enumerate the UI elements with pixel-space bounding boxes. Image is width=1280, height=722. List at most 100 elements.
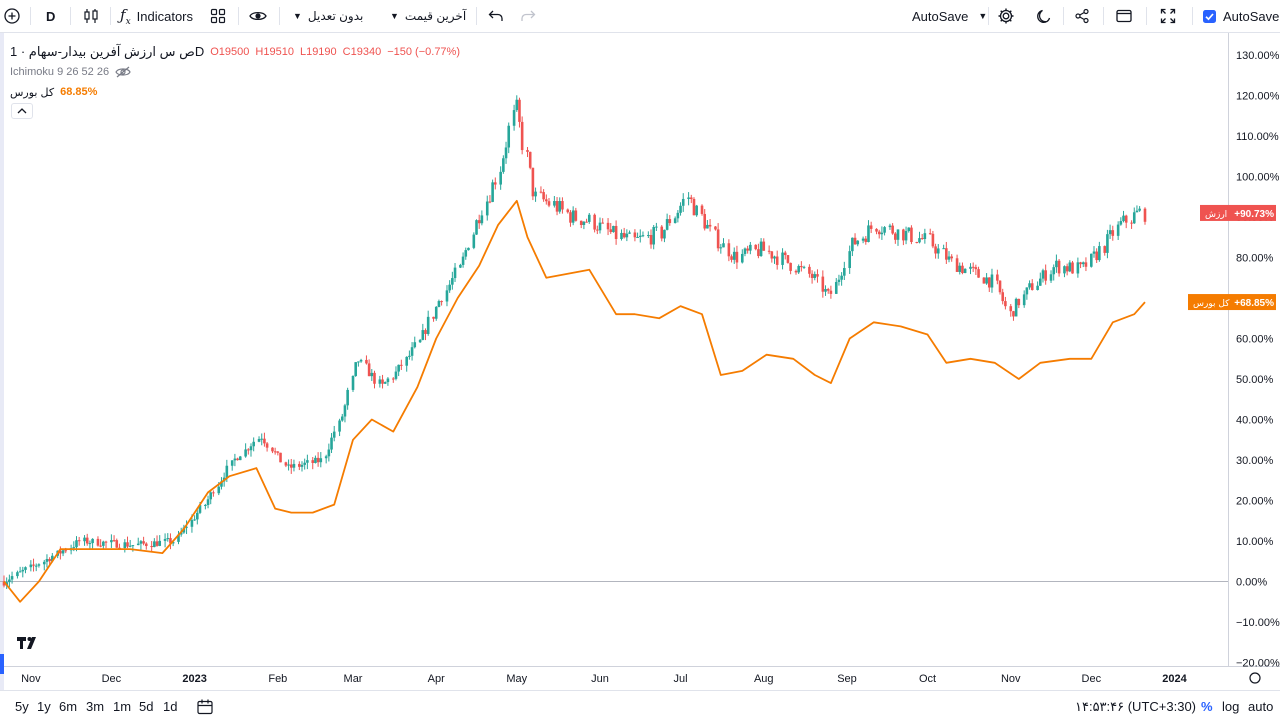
candle-body xyxy=(904,231,908,241)
indicators-button[interactable]: ƒx Indicators xyxy=(120,0,193,32)
range-button-1y[interactable]: 1y xyxy=(37,699,51,714)
log-scale-button[interactable]: log xyxy=(1222,699,1240,714)
candle-body xyxy=(687,197,690,199)
candle-body xyxy=(1122,215,1125,222)
candle-body xyxy=(692,198,696,216)
candle-body xyxy=(920,238,924,240)
undo-button[interactable] xyxy=(488,0,504,32)
symbol-title[interactable]: ص س ارزش آفرین بیدار-سهام · 1D xyxy=(10,44,205,59)
indicator-label[interactable]: Ichimoku 9 26 52 26 xyxy=(10,66,110,78)
candle-body xyxy=(437,301,441,307)
left-edge-handle[interactable] xyxy=(0,654,4,674)
toolbar-divider xyxy=(1192,7,1193,25)
candle-body xyxy=(115,540,119,548)
candle-body xyxy=(689,197,693,199)
candle-body xyxy=(1143,208,1147,222)
candle-body xyxy=(252,441,255,447)
candle-body xyxy=(593,214,596,230)
compare-name[interactable]: کل بورس xyxy=(10,86,55,99)
candle-body xyxy=(579,220,583,225)
price-source-dropdown[interactable]: ▼ آخرین قیمت xyxy=(390,0,466,32)
candle-body xyxy=(110,540,113,543)
candle-body xyxy=(1103,246,1107,253)
candle-body xyxy=(706,224,709,229)
toolbar-divider xyxy=(70,7,71,25)
candle-body xyxy=(958,265,962,272)
candle-body xyxy=(851,237,854,252)
candle-body xyxy=(300,464,304,467)
range-button-3m[interactable]: 3m xyxy=(86,699,105,714)
candle-body xyxy=(249,446,253,451)
candle-body xyxy=(1079,262,1082,265)
tradingview-logo[interactable] xyxy=(12,630,44,656)
candles-style-button[interactable] xyxy=(82,0,100,32)
candle-body xyxy=(494,182,497,185)
adjustment-dropdown[interactable]: ▼ بدون تعدیل xyxy=(293,0,363,32)
candle-body xyxy=(894,233,897,240)
candle-body xyxy=(397,364,400,372)
candle-body xyxy=(950,256,954,259)
candle-body xyxy=(716,229,720,249)
interval-button[interactable]: D xyxy=(46,8,56,24)
candle-body xyxy=(673,218,677,224)
chart-area[interactable]: 130.00%120.00%110.00%100.00%90.00%80.00%… xyxy=(0,33,1280,690)
candle-body xyxy=(1071,262,1074,274)
clock-label[interactable]: ۱۴:۵۳:۴۶ (UTC+3:30) xyxy=(1075,698,1196,714)
candle-body xyxy=(840,275,843,280)
fullscreen-button[interactable] xyxy=(1160,0,1176,32)
candle-body xyxy=(1057,260,1061,274)
candle-body xyxy=(813,274,817,278)
chevron-down-icon: ▼ xyxy=(390,11,399,21)
range-button-1m[interactable]: 1m xyxy=(113,699,132,714)
toolbar-divider xyxy=(238,7,239,25)
share-button[interactable] xyxy=(1074,0,1090,32)
y-tick-label: 0.00% xyxy=(1236,577,1267,589)
gear-icon xyxy=(998,8,1014,24)
compare-value: 68.85% xyxy=(60,86,98,98)
autosave-checkbox[interactable]: AutoSave xyxy=(1203,0,1279,32)
layouts-button[interactable] xyxy=(210,0,226,32)
candle-body xyxy=(1095,251,1098,261)
candle-body xyxy=(85,537,89,544)
candle-body xyxy=(1081,262,1085,265)
candle-body xyxy=(287,464,290,466)
candle-body xyxy=(888,225,892,228)
candle-body xyxy=(155,541,159,546)
auto-scale-button[interactable]: auto xyxy=(1248,699,1274,714)
theme-toggle-button[interactable] xyxy=(1036,0,1052,32)
candle-body xyxy=(1044,270,1047,281)
legend-collapse-button[interactable] xyxy=(11,103,33,119)
open-value: O19500 xyxy=(210,46,250,58)
range-button-1d[interactable]: 1d xyxy=(163,699,178,714)
y-tick-label: 130.00% xyxy=(1236,50,1280,62)
add-symbol-button[interactable] xyxy=(4,0,22,32)
compare-legend-row: کل بورس 68.85% xyxy=(10,82,460,102)
candle-body xyxy=(1132,212,1136,224)
eye-hidden-icon[interactable] xyxy=(115,66,131,78)
axis-settings-icon[interactable] xyxy=(1249,672,1261,684)
candle-body xyxy=(612,225,615,233)
price-chart[interactable]: 130.00%120.00%110.00%100.00%90.00%80.00%… xyxy=(0,33,1280,690)
moon-icon xyxy=(1037,9,1051,24)
goto-date-button[interactable] xyxy=(196,691,214,722)
snapshot-button[interactable] xyxy=(1115,0,1133,32)
x-tick-label: Dec xyxy=(1082,673,1102,685)
range-button-5d[interactable]: 5d xyxy=(139,699,154,714)
chart-legend: ص س ارزش آفرین بیدار-سهام · 1D O19500 H1… xyxy=(10,42,460,102)
candle-body xyxy=(24,567,27,570)
candle-body xyxy=(545,199,548,202)
compare-line-kol-bourse[interactable] xyxy=(3,199,1146,603)
candle-body xyxy=(386,378,390,383)
settings-button[interactable] xyxy=(997,0,1015,32)
candle-body xyxy=(260,438,264,440)
autosave-dropdown[interactable]: AutoSave ▼ xyxy=(912,0,987,32)
candle-body xyxy=(64,550,68,552)
visibility-button[interactable] xyxy=(249,0,267,32)
candle-body xyxy=(303,462,306,465)
range-button-5y[interactable]: 5y xyxy=(15,699,29,714)
redo-button[interactable] xyxy=(520,0,536,32)
candle-body xyxy=(582,221,586,225)
range-button-6m[interactable]: 6m xyxy=(59,699,78,714)
candle-body xyxy=(204,504,207,506)
percent-scale-button[interactable]: % xyxy=(1201,699,1213,714)
